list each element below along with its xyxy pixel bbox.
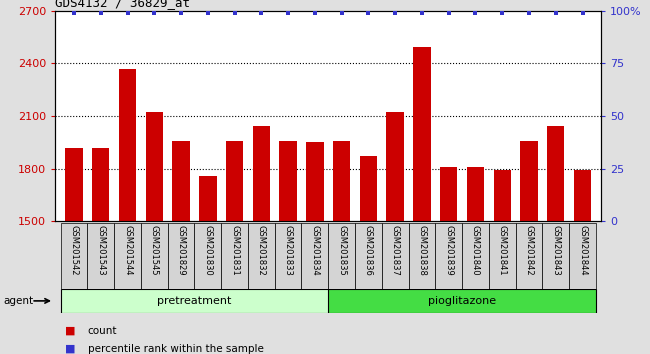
Bar	[333, 141, 350, 354]
Text: GSM201543: GSM201543	[96, 225, 105, 276]
Text: GSM201832: GSM201832	[257, 225, 266, 276]
Bar	[493, 170, 511, 354]
Text: GSM201830: GSM201830	[203, 225, 213, 276]
Bar	[302, 223, 328, 289]
Text: GSM201835: GSM201835	[337, 225, 346, 276]
Text: ■: ■	[65, 344, 75, 354]
Bar	[60, 223, 87, 289]
Point	[283, 10, 293, 16]
Bar	[60, 289, 328, 313]
Bar	[328, 223, 355, 289]
Bar	[569, 223, 596, 289]
Text: GSM201544: GSM201544	[123, 225, 132, 275]
Text: GDS4132 / 36829_at: GDS4132 / 36829_at	[55, 0, 190, 10]
Bar	[515, 223, 542, 289]
Point	[577, 10, 588, 16]
Bar	[574, 170, 592, 354]
Text: count: count	[88, 326, 117, 336]
Point	[524, 10, 534, 16]
Bar	[542, 223, 569, 289]
Point	[363, 10, 374, 16]
Bar	[141, 223, 168, 289]
Text: GSM201840: GSM201840	[471, 225, 480, 276]
Bar	[65, 148, 83, 354]
Point	[122, 10, 133, 16]
Bar	[194, 223, 221, 289]
Text: GSM201843: GSM201843	[551, 225, 560, 276]
Point	[390, 10, 400, 16]
Bar	[436, 223, 462, 289]
Point	[149, 10, 159, 16]
Bar	[382, 223, 409, 289]
Text: GSM201837: GSM201837	[391, 225, 400, 276]
Bar	[355, 223, 382, 289]
Bar	[168, 223, 194, 289]
Bar	[306, 142, 324, 354]
Text: GSM201838: GSM201838	[417, 225, 426, 276]
Bar	[221, 223, 248, 289]
Text: GSM201833: GSM201833	[283, 225, 292, 276]
Bar	[280, 141, 297, 354]
Bar	[172, 141, 190, 354]
Point	[203, 10, 213, 16]
Bar	[92, 148, 109, 354]
Text: pretreatment: pretreatment	[157, 296, 231, 306]
Bar	[547, 126, 564, 354]
Bar	[146, 113, 163, 354]
Text: GSM201839: GSM201839	[444, 225, 453, 276]
Bar	[248, 223, 275, 289]
Text: GSM201542: GSM201542	[70, 225, 79, 275]
Point	[470, 10, 480, 16]
Text: GSM201842: GSM201842	[525, 225, 534, 276]
Bar	[199, 176, 216, 354]
Bar	[520, 141, 538, 354]
Text: GSM201841: GSM201841	[498, 225, 507, 276]
Bar	[440, 167, 458, 354]
Bar	[275, 223, 302, 289]
Point	[417, 10, 427, 16]
Text: GSM201545: GSM201545	[150, 225, 159, 275]
Bar	[359, 156, 377, 354]
Text: ■: ■	[65, 326, 75, 336]
Bar	[328, 289, 596, 313]
Point	[69, 10, 79, 16]
Point	[96, 10, 106, 16]
Point	[229, 10, 240, 16]
Text: GSM201829: GSM201829	[177, 225, 185, 276]
Point	[309, 10, 320, 16]
Point	[551, 10, 561, 16]
Text: agent: agent	[3, 296, 33, 306]
Bar	[119, 69, 136, 354]
Bar	[226, 141, 243, 354]
Bar	[387, 113, 404, 354]
Bar	[409, 223, 436, 289]
Point	[176, 10, 187, 16]
Bar	[467, 167, 484, 354]
Text: GSM201844: GSM201844	[578, 225, 587, 276]
Text: GSM201831: GSM201831	[230, 225, 239, 276]
Bar	[489, 223, 515, 289]
Point	[337, 10, 347, 16]
Point	[256, 10, 266, 16]
Text: percentile rank within the sample: percentile rank within the sample	[88, 344, 264, 354]
Text: GSM201836: GSM201836	[364, 225, 373, 276]
Bar	[114, 223, 141, 289]
Bar	[87, 223, 114, 289]
Bar	[413, 47, 431, 354]
Point	[443, 10, 454, 16]
Point	[497, 10, 508, 16]
Bar	[253, 126, 270, 354]
Text: GSM201834: GSM201834	[310, 225, 319, 276]
Bar	[462, 223, 489, 289]
Text: pioglitazone: pioglitazone	[428, 296, 496, 306]
